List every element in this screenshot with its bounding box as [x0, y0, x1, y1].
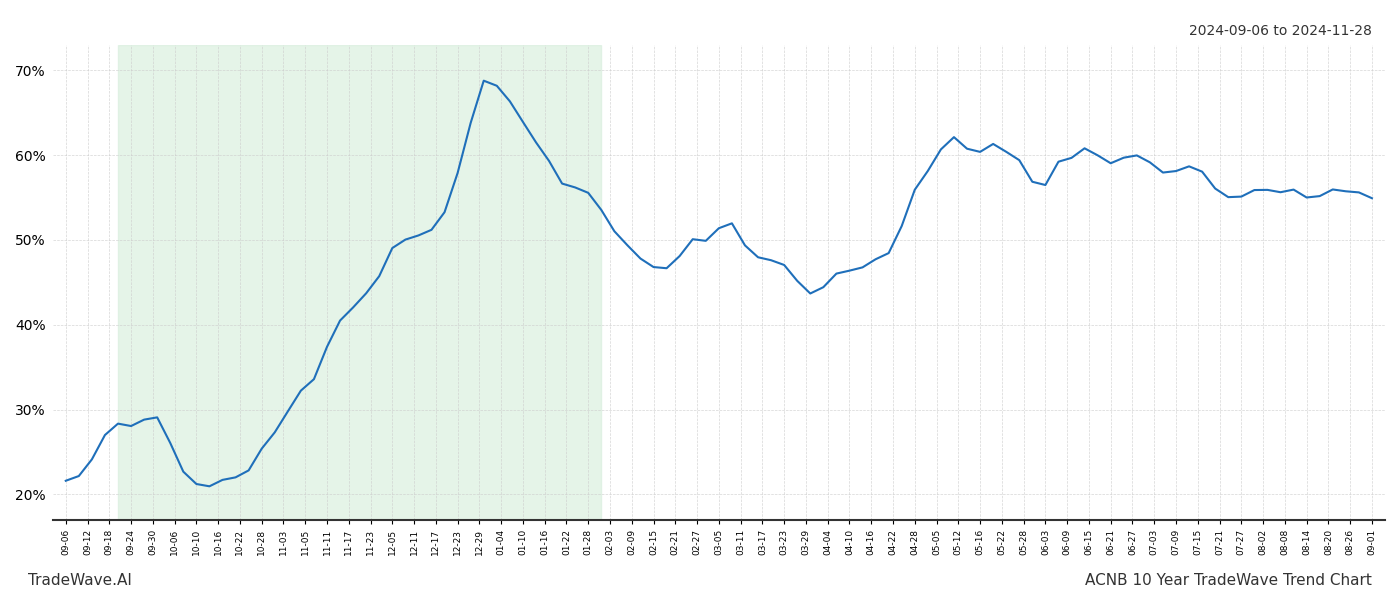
Text: TradeWave.AI: TradeWave.AI: [28, 573, 132, 588]
Text: 2024-09-06 to 2024-11-28: 2024-09-06 to 2024-11-28: [1189, 24, 1372, 38]
Text: ACNB 10 Year TradeWave Trend Chart: ACNB 10 Year TradeWave Trend Chart: [1085, 573, 1372, 588]
Bar: [118, 45, 601, 520]
